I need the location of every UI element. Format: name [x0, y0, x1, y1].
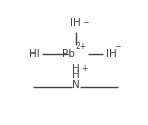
Text: H: H: [72, 64, 80, 74]
Text: −: −: [114, 43, 121, 52]
Text: −: −: [29, 50, 36, 58]
Text: 2+: 2+: [75, 42, 86, 51]
Text: +: +: [81, 64, 87, 73]
Text: IH: IH: [70, 18, 81, 28]
Text: HI: HI: [29, 50, 40, 59]
Text: Pb: Pb: [62, 49, 75, 59]
Text: −: −: [82, 18, 89, 27]
Text: N: N: [72, 80, 80, 90]
Text: H: H: [72, 70, 80, 81]
Text: IH: IH: [106, 49, 116, 59]
